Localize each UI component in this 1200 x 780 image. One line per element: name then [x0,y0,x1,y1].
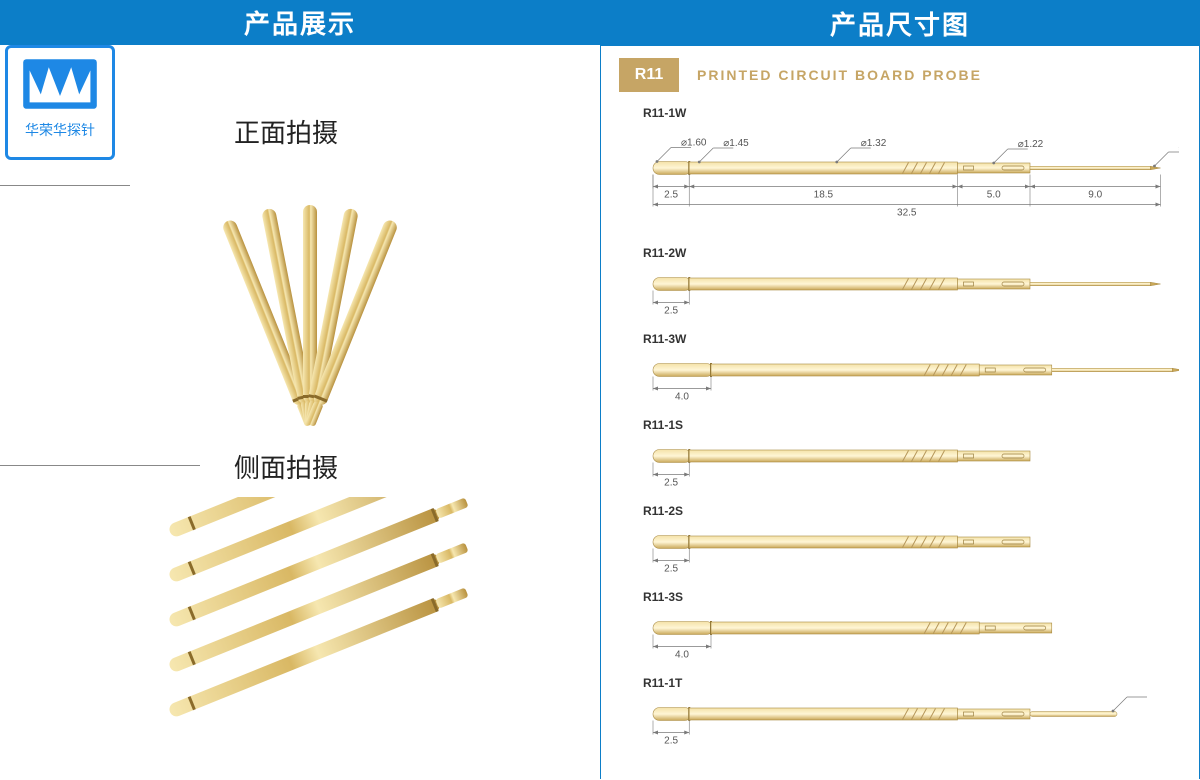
probe-R11-1T: R11-1T 2.5 ⌀1.00 [619,676,1181,754]
probe-R11-3W: R11-3W 4.0 [619,332,1181,410]
svg-text:5.0: 5.0 [987,190,1001,201]
front-view-photo [145,175,475,435]
divider-line-1 [0,185,130,186]
svg-text:18.5: 18.5 [814,190,834,201]
probe-R11-3S: R11-3S 4.0 [619,590,1181,668]
side-view-label: 侧面拍摄 [234,448,338,485]
svg-text:2.5: 2.5 [664,736,678,747]
probe-label: R11-3W [643,332,1181,346]
probe-label: R11-2W [643,246,1181,260]
probe-label: R11-1T [643,676,1181,690]
left-column: 产品展示 华荣华探针 正面拍摄 [0,0,600,779]
svg-text:⌀1.22: ⌀1.22 [1018,139,1044,150]
svg-text:2.5: 2.5 [664,306,678,317]
right-header: 产品尺寸图 [601,1,1199,46]
svg-text:⌀0.64: ⌀0.64 [1179,142,1180,153]
svg-text:4.0: 4.0 [675,392,689,403]
probe-R11-1S: R11-1S 2.5 [619,418,1181,496]
spec-title-row: R11 PRINTED CIRCUIT BOARD PROBE [619,58,1181,92]
spec-title: PRINTED CIRCUIT BOARD PROBE [679,58,982,92]
right-column: 产品尺寸图 R11 PRINTED CIRCUIT BOARD PROBE R1… [600,0,1200,779]
left-header-text: 产品展示 [244,4,356,41]
probe-label: R11-1W [643,106,1181,120]
svg-text:2.5: 2.5 [664,190,678,201]
probe-R11-2W: R11-2W 2.5 [619,246,1181,324]
probe-R11-2S: R11-2S 2.5 [619,504,1181,582]
svg-text:⌀1.60: ⌀1.60 [681,138,707,149]
left-header: 产品展示 [0,0,600,45]
svg-text:32.5: 32.5 [897,208,917,219]
probe-label: R11-1S [643,418,1181,432]
probe-diagram-list: R11-1W 2.5 ⌀1.60 ⌀1.45 ⌀1.32 ⌀1.22 ⌀0.64 18.5 5.… [619,106,1181,754]
right-body: R11 PRINTED CIRCUIT BOARD PROBE R11-1W 2.… [601,46,1199,780]
model-badge: R11 [619,58,679,92]
probe-label: R11-2S [643,504,1181,518]
crown-icon [20,54,100,114]
svg-text:2.5: 2.5 [664,564,678,575]
svg-text:2.5: 2.5 [664,478,678,489]
svg-text:9.0: 9.0 [1088,190,1102,201]
svg-text:4.0: 4.0 [675,650,689,661]
svg-text:⌀1.32: ⌀1.32 [861,138,887,149]
probe-label: R11-3S [643,590,1181,604]
svg-text:⌀1.00: ⌀1.00 [1137,696,1163,698]
left-body: 华荣华探针 正面拍摄 侧面拍摄 [0,45,600,779]
front-view-label: 正面拍摄 [234,113,338,150]
brand-logo: 华荣华探针 [5,45,115,160]
svg-text:⌀1.45: ⌀1.45 [723,138,749,149]
right-header-text: 产品尺寸图 [830,5,970,42]
side-view-photo [110,497,510,757]
brand-logo-text: 华荣华探针 [25,120,95,140]
divider-line-2 [0,465,200,466]
probe-R11-1W: R11-1W 2.5 ⌀1.60 ⌀1.45 ⌀1.32 ⌀1.22 ⌀0.64 18.5 5.… [619,106,1181,238]
